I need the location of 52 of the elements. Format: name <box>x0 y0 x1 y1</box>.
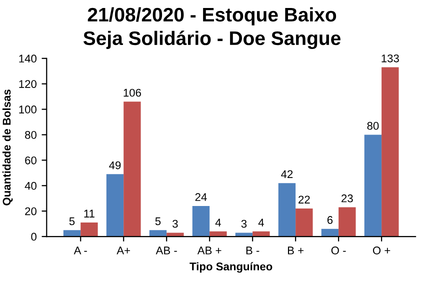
data-label: 49 <box>109 161 121 170</box>
y-tick-label: 0 <box>31 232 36 241</box>
data-label: 3 <box>241 220 247 228</box>
bar <box>149 230 167 237</box>
y-tick-label: 100 <box>19 106 36 114</box>
x-axis-title: Tipo Sanguíneo <box>190 262 272 273</box>
bar <box>252 231 270 237</box>
data-label: 42 <box>281 170 293 178</box>
x-tick-label: AB + <box>197 246 222 254</box>
chart-title: 21/08/2020 - Estoque Baixo <box>88 7 336 26</box>
bar <box>278 183 296 237</box>
bar <box>364 134 382 237</box>
data-label: 5 <box>69 217 75 226</box>
bar <box>210 231 227 237</box>
data-label: 24 <box>195 193 207 201</box>
data-label: 4 <box>215 218 221 226</box>
x-tick-label: O + <box>372 246 390 254</box>
x-tick-label: A - <box>74 246 87 254</box>
x-tick-label: AB - <box>156 246 177 254</box>
data-label: 22 <box>298 196 310 204</box>
y-tick-label: 120 <box>19 80 36 88</box>
data-label: 11 <box>84 210 94 218</box>
bar <box>296 208 313 237</box>
bar <box>235 232 253 237</box>
data-label: 80 <box>367 122 379 130</box>
bar <box>192 206 210 237</box>
x-tick-label: O - <box>331 246 346 254</box>
y-tick-label: 60 <box>25 156 36 164</box>
data-label: 23 <box>342 194 353 202</box>
bar <box>382 67 399 237</box>
bar <box>106 174 124 237</box>
y-tick-label: 40 <box>24 182 36 190</box>
chart-subtitle: Seja Solidário - Doe Sangue <box>83 30 340 50</box>
bar <box>63 230 81 237</box>
y-axis-title: Quantidade de Bolsas <box>2 90 13 206</box>
y-tick-label: 20 <box>25 207 36 216</box>
x-tick-label: B - <box>246 246 260 254</box>
x-tick-label: B + <box>288 246 304 254</box>
data-label: 3 <box>172 220 178 228</box>
data-label: 4 <box>258 218 264 226</box>
data-label: 5 <box>155 217 161 226</box>
data-label: 133 <box>382 54 399 62</box>
y-tick-label: 140 <box>19 54 36 63</box>
bar <box>166 232 184 237</box>
data-label: 106 <box>124 88 141 97</box>
bar <box>124 102 141 237</box>
bar <box>80 222 98 237</box>
y-tick-label: 80 <box>25 131 36 139</box>
x-tick-label: A+ <box>116 246 130 254</box>
bar <box>321 228 339 237</box>
data-label: 6 <box>327 216 333 224</box>
bar <box>338 207 356 237</box>
